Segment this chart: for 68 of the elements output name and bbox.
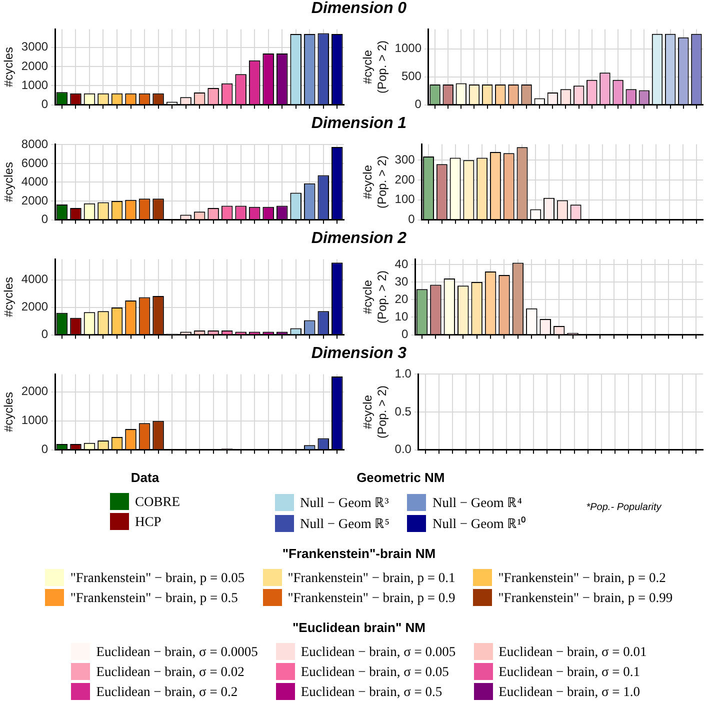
category-label: Euclidean − brain, σ = 0.02: [96, 664, 244, 680]
y-tick-label: 200: [394, 172, 416, 186]
y-tick-label: 0: [414, 97, 422, 112]
y-axis-title: #cycles: [2, 162, 16, 202]
category-label: Euclidean − brain, σ = 0.0005: [96, 644, 258, 660]
y-tick-label: 20: [394, 292, 408, 306]
y-tick-label: 300: [394, 152, 416, 166]
y-tick-label: 500: [401, 69, 422, 84]
chart-title: Dimension 2: [311, 230, 407, 247]
y-tick-label: 2000: [21, 300, 48, 314]
text: Geometric NM: [356, 470, 445, 485]
y-tick-label: 4000: [21, 174, 48, 189]
y-tick-label: 40: [394, 256, 408, 271]
category-label: Euclidean − brain, σ = 1.0: [498, 684, 640, 700]
category-label: Euclidean − brain, σ = 0.5: [300, 684, 442, 700]
category-label: COBRE: [135, 494, 180, 510]
y-axis-title: #cycles: [2, 392, 16, 432]
category-label: Null − Geom ℝ¹⁰: [432, 515, 526, 532]
category-label: Euclidean − brain, σ = 0.005: [300, 644, 456, 660]
y-tick-label: 30: [394, 274, 408, 288]
y-tick-label: 1000: [21, 78, 48, 92]
category-label: Euclidean − brain, σ = 0.01: [498, 644, 647, 660]
category-label: "Frankenstein" − brain, p = 0.5: [70, 590, 238, 606]
category-label: Euclidean − brain, σ = 0.05: [300, 664, 449, 680]
y-axis-title: #cycle (Pop. > 2): [360, 155, 389, 209]
category-label: Null − Geom ℝ³: [300, 494, 389, 511]
y-tick-label: 1000: [394, 41, 422, 56]
y-axis-title: #cycle (Pop. > 2): [360, 40, 389, 94]
category-label: HCP: [135, 514, 162, 530]
chart-title: Dimension 0: [311, 0, 407, 17]
y-axis-title: #cycle (Pop. > 2): [360, 385, 389, 439]
y-tick-label: 8000: [21, 136, 48, 151]
y-tick-label: 0: [41, 212, 48, 226]
category-label: Null − Geom ℝ⁴: [432, 494, 522, 511]
category-label: "Frankenstein" − brain, p = 0.9: [288, 590, 456, 606]
y-tick-label: 0: [401, 327, 408, 342]
category-label: "Frankenstein" − brain, p = 0.1: [288, 570, 456, 586]
category-label: Euclidean − brain, σ = 0.1: [498, 664, 640, 680]
y-tick-label: 0: [41, 442, 48, 456]
y-tick-label: 3000: [21, 40, 48, 54]
y-axis-title: #cycle (Pop. > 2): [360, 270, 389, 324]
y-tick-label: 6000: [21, 156, 48, 170]
y-tick-label: 0.5: [394, 404, 412, 418]
y-tick-label: 2000: [21, 384, 48, 398]
category-label: Euclidean − brain, σ = 0.2: [96, 684, 238, 700]
y-tick-label: 2000: [21, 58, 48, 73]
category-label: "Frankenstein" − brain, p = 0.2: [498, 570, 666, 586]
y-tick-label: 1.0: [394, 366, 412, 381]
category-label: "Frankenstein" − brain, p = 0.99: [498, 590, 673, 606]
text: "Frankenstein"-brain NM: [282, 546, 436, 561]
text: *Pop.- Popularity: [586, 502, 662, 513]
y-tick-label: 100: [394, 192, 416, 206]
text: Data: [130, 470, 160, 485]
y-tick-label: 0: [408, 212, 416, 226]
chart-title: Dimension 1: [311, 115, 407, 132]
y-tick-label: 0: [41, 97, 48, 112]
y-tick-label: 0.0: [394, 442, 412, 456]
y-tick-label: 0: [41, 327, 48, 342]
y-axis-title: #cycles: [2, 276, 16, 318]
y-axis-title: #cycles: [2, 46, 16, 88]
y-tick-label: 1000: [21, 413, 48, 428]
y-tick-label: 2000: [21, 193, 48, 208]
chart-title: Dimension 3: [311, 345, 407, 362]
text: "Euclidean brain" NM: [292, 620, 426, 635]
y-tick-label: 10: [394, 310, 408, 324]
category-label: Null − Geom ℝ⁵: [300, 515, 390, 532]
category-label: "Frankenstein" − brain, p = 0.05: [70, 570, 245, 586]
y-tick-label: 4000: [21, 272, 48, 286]
